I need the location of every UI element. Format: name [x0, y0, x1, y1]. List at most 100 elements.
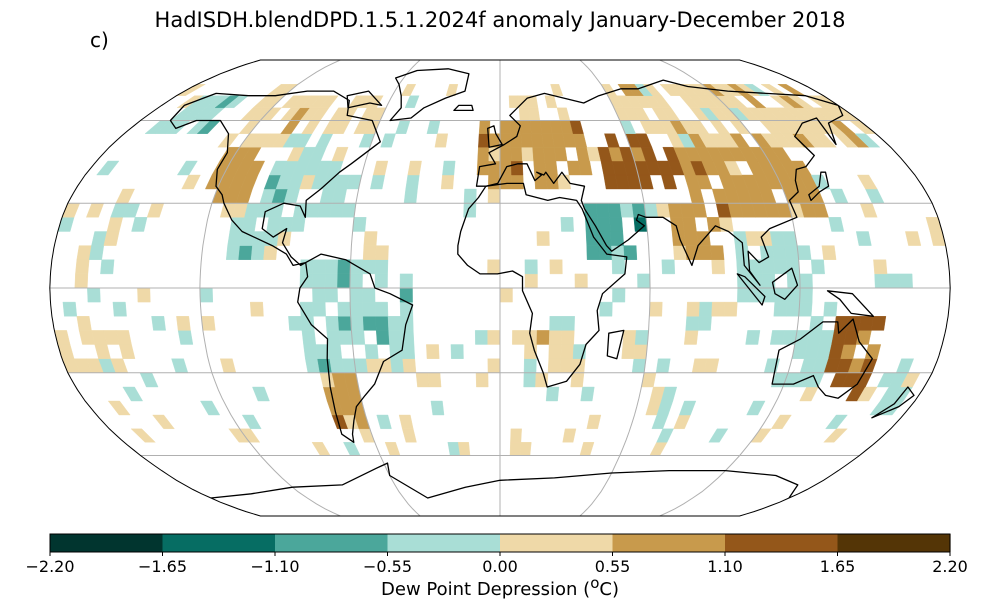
anomaly-cell	[171, 358, 189, 373]
colorbar-tick-label: −2.20	[25, 557, 75, 576]
anomaly-cell	[682, 217, 697, 232]
anomaly-cell	[698, 301, 713, 317]
anomaly-cell	[384, 442, 401, 456]
colorbar-segment	[612, 534, 726, 552]
anomaly-cell	[543, 147, 557, 162]
anomaly-cell	[770, 414, 792, 429]
anomaly-cell	[430, 400, 445, 416]
anomaly-cell	[337, 273, 351, 289]
anomaly-cell	[855, 231, 872, 246]
coastline-baffin	[346, 90, 383, 109]
anomaly-cell	[825, 414, 848, 429]
anomaly-cell	[442, 160, 456, 176]
anomaly-cell	[238, 120, 261, 134]
anomaly-cell	[718, 217, 734, 232]
anomaly-cell	[349, 287, 363, 303]
anomaly-cell	[76, 316, 92, 331]
anomaly-cell	[199, 287, 214, 303]
anomaly-cell	[578, 160, 593, 176]
anomaly-cell	[115, 188, 135, 204]
anomaly-cell	[691, 203, 708, 218]
colorbar-segment	[275, 534, 389, 552]
anomaly-cell	[586, 414, 602, 429]
anomaly-cell	[364, 344, 379, 359]
colorbar-tick-label: 0.00	[482, 557, 518, 576]
anomaly-cell	[337, 301, 351, 317]
anomaly-cell	[176, 316, 191, 331]
anomaly-cell	[773, 259, 788, 275]
anomaly-cell	[499, 120, 511, 134]
anomaly-cell	[131, 217, 148, 232]
anomaly-cell	[772, 245, 787, 260]
anomaly-cell	[784, 245, 799, 260]
colorbar-tick-label: −1.65	[137, 557, 188, 576]
anomaly-cell	[679, 400, 697, 416]
anomaly-cell	[415, 372, 430, 388]
anomaly-cell	[661, 174, 678, 190]
anomaly-cell	[241, 414, 262, 429]
anomaly-cell	[349, 301, 364, 317]
anomaly-cell	[349, 259, 364, 275]
anomaly-cell	[499, 147, 512, 162]
anomaly-cell	[303, 344, 318, 359]
colorbar-segment	[500, 534, 614, 552]
anomaly-cell	[761, 259, 775, 275]
anomaly-cell	[341, 203, 357, 218]
anomaly-cell	[561, 316, 575, 331]
anomaly-cell	[523, 358, 537, 373]
anomaly-cell	[280, 120, 301, 134]
anomaly-cell	[905, 231, 922, 246]
longitude-line	[199, 60, 341, 516]
anomaly-cell	[370, 174, 386, 190]
anomaly-cell	[477, 147, 490, 162]
anomaly-cell	[317, 358, 333, 373]
anomaly-cell	[427, 372, 442, 388]
anomaly-cell	[651, 414, 669, 429]
anomaly-cell	[376, 414, 392, 429]
anomaly-cell	[475, 372, 489, 388]
anomaly-cell	[366, 95, 384, 108]
anomaly-cell	[380, 133, 396, 148]
anomaly-cell	[315, 133, 334, 148]
anomaly-cell	[656, 428, 674, 443]
anomaly-cell	[249, 301, 264, 317]
coastline-borneo	[771, 267, 799, 300]
anomaly-cell	[400, 84, 417, 96]
anomaly-cell	[524, 273, 538, 289]
anomaly-cell	[521, 147, 534, 162]
anomaly-cell	[697, 316, 712, 331]
anomaly-cell	[796, 245, 812, 260]
anomaly-cell	[146, 203, 165, 218]
anomaly-cell	[405, 174, 420, 190]
coastline-north-america	[169, 90, 381, 267]
coastline-indonesia	[736, 273, 766, 306]
anomaly-cell	[769, 231, 785, 246]
anomaly-cell	[337, 316, 352, 331]
anomaly-cell	[745, 330, 761, 345]
anomaly-cell	[623, 245, 638, 260]
anomaly-cell	[773, 301, 788, 317]
anomaly-cell	[238, 245, 253, 260]
anomaly-cell	[829, 188, 849, 204]
anomaly-cell	[545, 386, 560, 402]
anomaly-cell	[649, 301, 663, 317]
anomaly-cell	[317, 203, 333, 218]
anomaly-cell	[94, 344, 111, 359]
longitude-line	[349, 60, 421, 516]
colorbar-tick-label: −0.55	[362, 557, 413, 576]
colorbar	[49, 533, 951, 556]
anomaly-cell	[556, 107, 571, 121]
anomaly-cell	[508, 95, 520, 108]
anomaly-cell	[290, 217, 306, 232]
colorbar-tick-label: 0.55	[594, 557, 631, 576]
anomaly-cell	[706, 217, 722, 232]
anomaly-cell	[341, 358, 357, 373]
anomaly-cell	[487, 259, 501, 275]
anomaly-cell	[560, 344, 574, 359]
anomaly-cell	[746, 400, 766, 416]
coastline-africa	[457, 182, 628, 388]
anomaly-cell	[595, 203, 610, 218]
anomaly-cell	[579, 442, 595, 456]
anomaly-cell	[549, 316, 563, 331]
anomaly-cell	[597, 217, 611, 232]
